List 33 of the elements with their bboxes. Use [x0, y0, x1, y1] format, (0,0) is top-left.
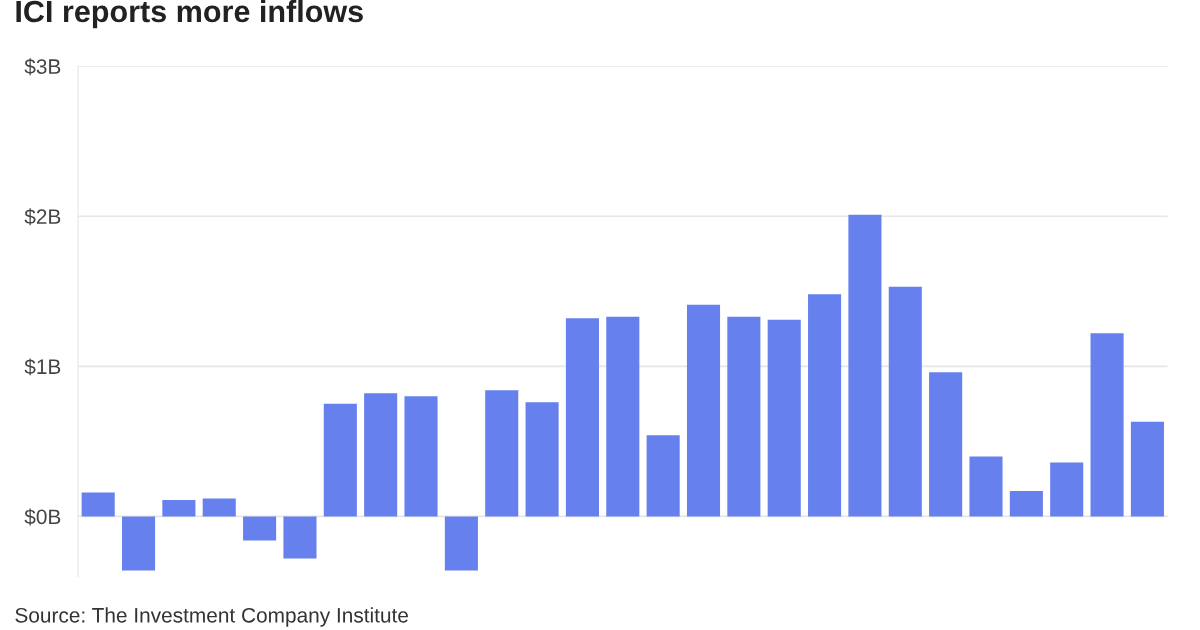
bar: [808, 294, 842, 517]
bar: [565, 318, 599, 517]
y-tick-label: $0B: [24, 508, 61, 526]
bar: [1050, 462, 1084, 517]
bar: [1009, 490, 1043, 517]
chart-title: ICI reports more inflows: [16, 0, 363, 29]
bar: [929, 372, 963, 517]
bar: [81, 492, 115, 517]
bar: [404, 396, 438, 517]
bar: [525, 402, 559, 517]
bar: [969, 456, 1003, 517]
source-note: Source: The Investment Company Institute: [15, 607, 408, 627]
bar: [1130, 421, 1164, 517]
bar: [444, 516, 478, 571]
bar: [606, 316, 640, 517]
bar: [888, 286, 922, 517]
bar: [162, 499, 196, 517]
y-tick-label: $3B: [24, 58, 61, 76]
bar: [848, 214, 882, 517]
bar: [243, 516, 277, 541]
bar: [727, 316, 761, 517]
bar: [686, 304, 721, 517]
y-tick-label: $2B: [24, 208, 61, 226]
bar: [364, 393, 398, 517]
bar: [202, 498, 236, 517]
bar: [767, 319, 801, 517]
bar: [485, 390, 519, 517]
bar: [121, 516, 156, 571]
bar: [1090, 333, 1124, 517]
bar: [323, 403, 357, 517]
bar: [646, 435, 680, 517]
bar: [283, 516, 317, 559]
y-tick-label: $1B: [24, 358, 61, 376]
